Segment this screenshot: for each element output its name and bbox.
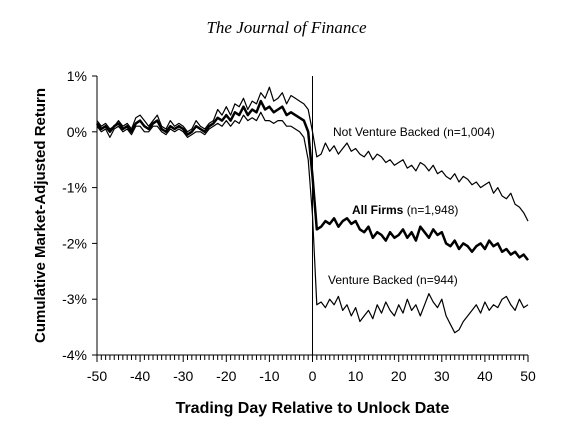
x-tick-label: 0	[309, 368, 317, 384]
venture-backed-label: Venture Backed (n=944)	[328, 273, 458, 287]
venture-backed-line	[96, 111, 529, 334]
journal-header: The Journal of Finance	[206, 18, 367, 37]
x-tick-label: 40	[477, 368, 493, 384]
y-tick-label: 0%	[67, 124, 87, 140]
all-firms-line	[96, 99, 529, 261]
y-tick-label: -3%	[62, 291, 87, 307]
not-venture-backed-line	[96, 86, 529, 222]
x-tick-label: -20	[216, 368, 236, 384]
x-tick-label: -50	[87, 368, 107, 384]
annotations: Not Venture Backed (n=1,004) All Firms (n…	[328, 125, 495, 287]
x-tick-label: -10	[259, 368, 279, 384]
x-tick-label: -40	[130, 368, 150, 384]
all-firms-label: All Firms (n=1,948)	[352, 203, 458, 217]
x-tick-label: 50	[520, 368, 536, 384]
ticks: -50 -40 -30 -20 -10 0 10 20 30 40 50 1% 0% -1% -2% -3% -…	[62, 68, 536, 384]
annotation-text: Venture Backed (n=944)	[328, 273, 458, 287]
x-tick-label: -30	[173, 368, 193, 384]
y-tick-label: -4%	[62, 347, 87, 363]
y-tick-label: 1%	[67, 68, 87, 84]
annotation-text: Not Venture Backed (n=1,004)	[333, 125, 495, 139]
series-group	[96, 86, 529, 334]
x-tick-label: 30	[434, 368, 450, 384]
x-tick-label: 10	[348, 368, 364, 384]
y-tick-label: -2%	[62, 235, 87, 251]
annotation-text: (n=1,948)	[407, 203, 459, 217]
x-tick-label: 20	[391, 368, 407, 384]
not-venture-backed-label: Not Venture Backed (n=1,004)	[333, 125, 495, 139]
x-axis-title: Trading Day Relative to Unlock Date	[176, 400, 450, 417]
y-tick-label: -1%	[62, 180, 87, 196]
annotation-bold-part: All Firms	[352, 203, 407, 217]
y-axis-title: Cumulative Market-Adjusted Return	[32, 88, 49, 343]
